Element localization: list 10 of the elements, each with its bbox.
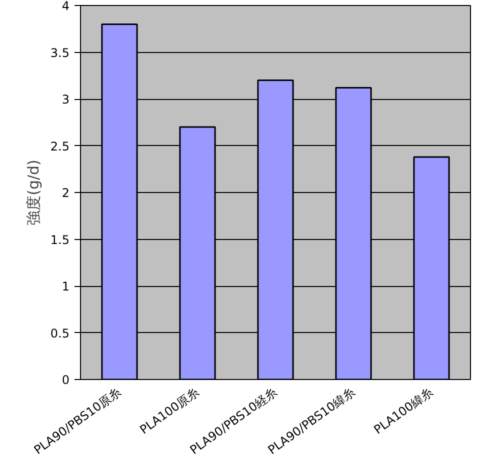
y-tick-label: 3.5 — [50, 46, 70, 60]
y-tick-label: 1.5 — [50, 232, 70, 247]
y-tick-label: 2 — [62, 186, 70, 200]
y-tick-label: 4 — [62, 0, 70, 13]
y-tick-label: 1 — [62, 280, 70, 294]
y-tick-label: 3 — [62, 92, 70, 106]
y-tick-label: 0 — [62, 373, 70, 387]
y-tick-label: 2.5 — [50, 139, 70, 154]
y-tick-label: 0.5 — [50, 326, 70, 340]
y-axis-title: 強度(g/d) — [24, 160, 42, 226]
